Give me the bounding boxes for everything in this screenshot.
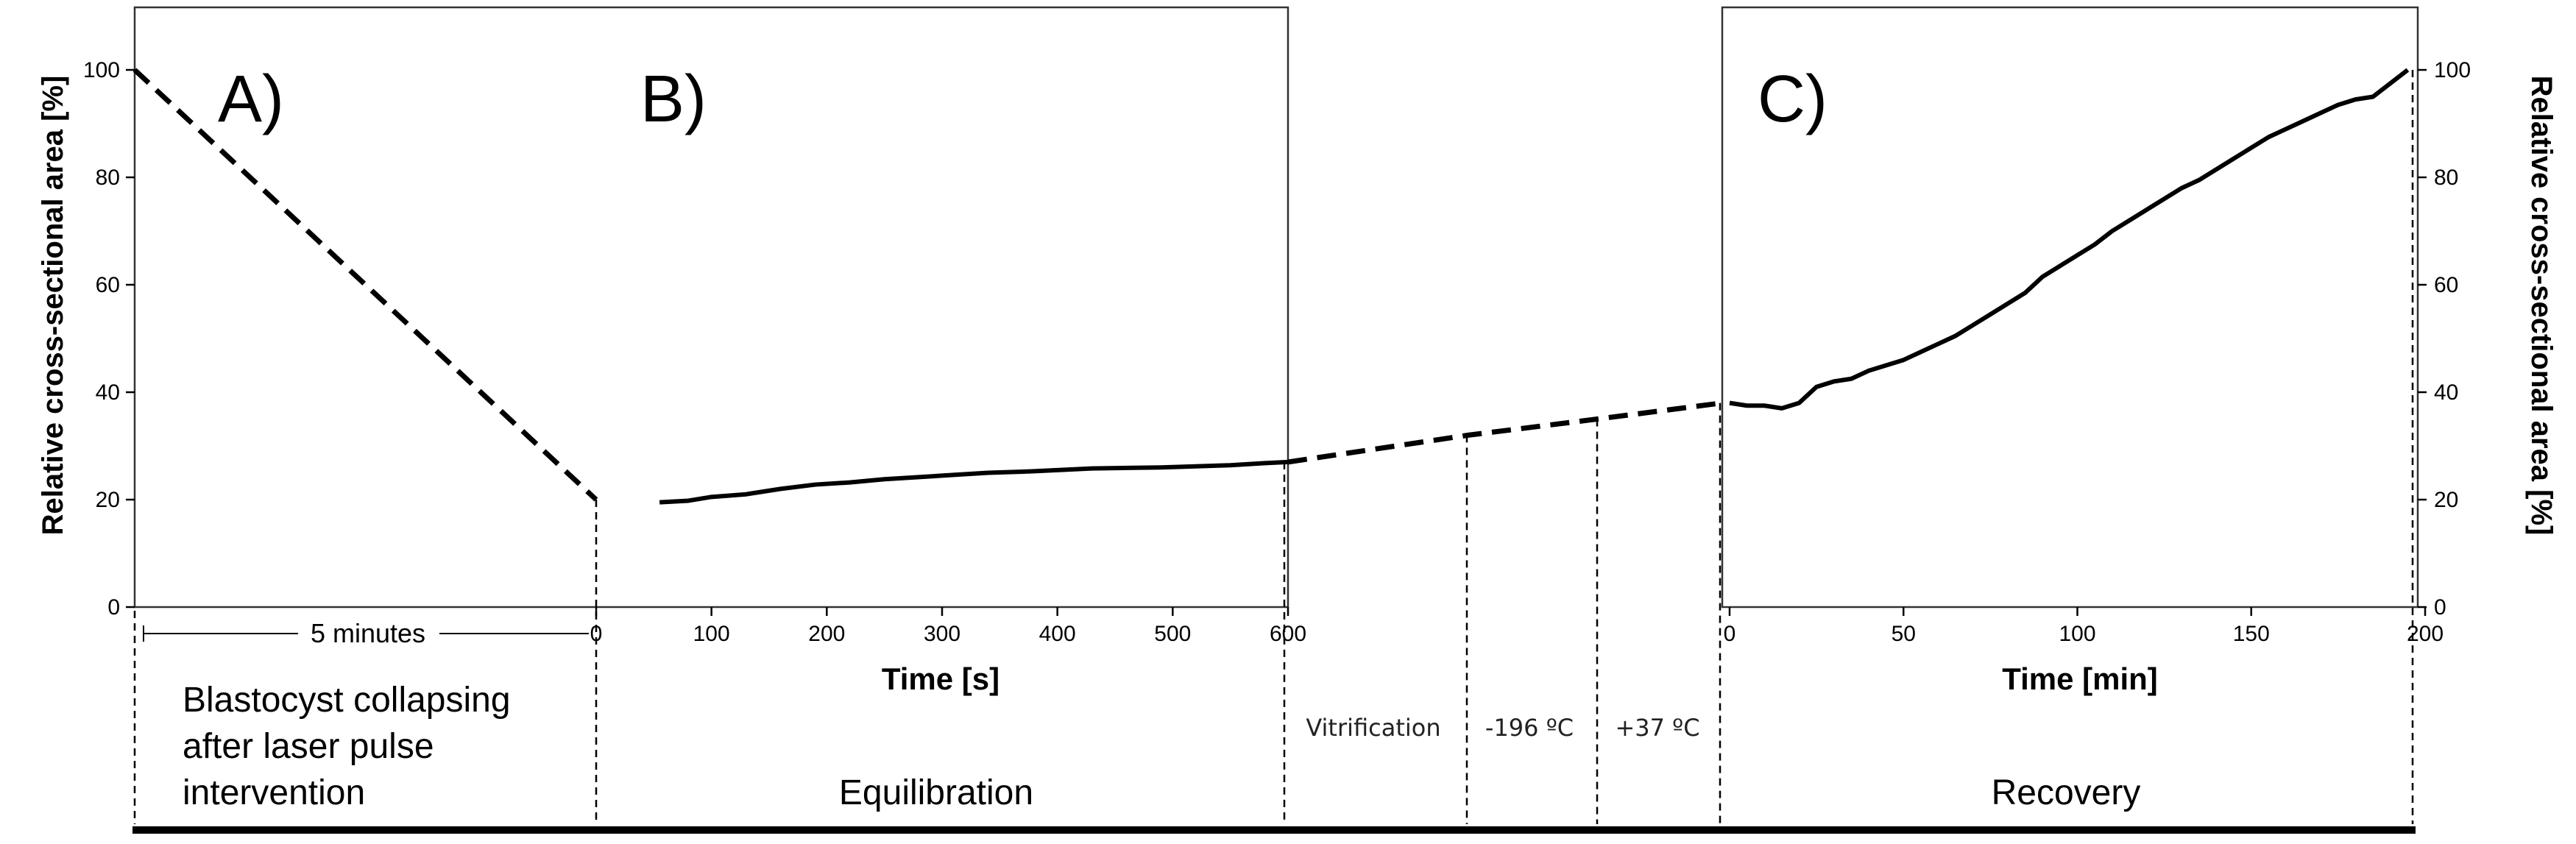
y-tick-label-left: 80	[96, 166, 120, 190]
phase-guides	[132, 70, 2416, 834]
panel-c-label: C)	[1758, 63, 1827, 136]
series-panel-a	[132, 68, 598, 502]
x-tick-label-c: 0	[1724, 622, 1736, 646]
stage-label-plus37: +37 ºC	[1615, 714, 1699, 742]
x-tick-label-b: 200	[808, 622, 845, 646]
panel-b-label: B)	[640, 63, 707, 136]
y-tick-label-right: 40	[2434, 380, 2458, 405]
x-tick-label-c: 100	[2059, 622, 2095, 646]
x-tick-label-b: 600	[1270, 622, 1306, 646]
series-panel-b	[659, 459, 1289, 505]
series-transition	[1287, 400, 1723, 465]
data-series	[132, 68, 2410, 505]
x-tick-label-b: 500	[1154, 622, 1191, 646]
frame-panel-c	[1721, 6, 2419, 609]
phase-label-recovery: Recovery	[1992, 773, 2141, 812]
phase-label-collapse-line3: intervention	[183, 773, 365, 812]
phase-label-collapse-line2: after laser pulse	[183, 727, 434, 766]
frame-panel-ab	[133, 6, 1289, 609]
x-tick-label-b: 100	[693, 622, 730, 646]
scale-bar-label: 5 minutes	[311, 618, 425, 648]
panel-a-zero-tick: 0	[590, 622, 603, 646]
y-tick-label-left: 100	[83, 58, 120, 82]
phase-label-collapse-line1: Blastocyst collapsing	[183, 681, 511, 720]
series-panel-c	[1729, 68, 2410, 411]
y-tick-label-right: 20	[2434, 488, 2458, 512]
y-tick-label-left: 0	[107, 595, 120, 620]
x-tick-label-b: 300	[924, 622, 960, 646]
x-tick-label-c: 50	[1892, 622, 1916, 646]
y-axis-label-left: Relative cross-sectional area [%]	[37, 76, 69, 536]
y-tick-label-left: 40	[96, 380, 120, 405]
x-tick-label-c: 150	[2233, 622, 2270, 646]
y-tick-label-left: 60	[96, 273, 120, 297]
x-axis-label-b: Time [s]	[882, 662, 999, 696]
y-tick-label-right: 100	[2434, 58, 2471, 82]
stage-label-minus196: -196 ºC	[1485, 714, 1574, 742]
y-tick-label-right: 60	[2434, 273, 2458, 297]
panel-frames	[133, 6, 2419, 609]
stage-label-vitrification: Vitrification	[1306, 714, 1440, 742]
phase-label-collapse: Blastocyst collapsing after laser pulse …	[183, 681, 520, 812]
x-tick-label-b: 400	[1039, 622, 1076, 646]
y-tick-label-right: 80	[2434, 166, 2458, 190]
x-axis-label-c: Time [min]	[2002, 662, 2158, 696]
y-axis-label-right: Relative cross-sectional area [%]	[2525, 76, 2558, 536]
text-labels: Relative cross-sectional area [%] Relati…	[37, 63, 2558, 812]
panel-a-label: A)	[218, 63, 284, 136]
y-tick-label-right: 0	[2434, 595, 2446, 620]
phase-label-equilibration: Equilibration	[839, 773, 1033, 812]
y-tick-label-left: 20	[96, 488, 120, 512]
